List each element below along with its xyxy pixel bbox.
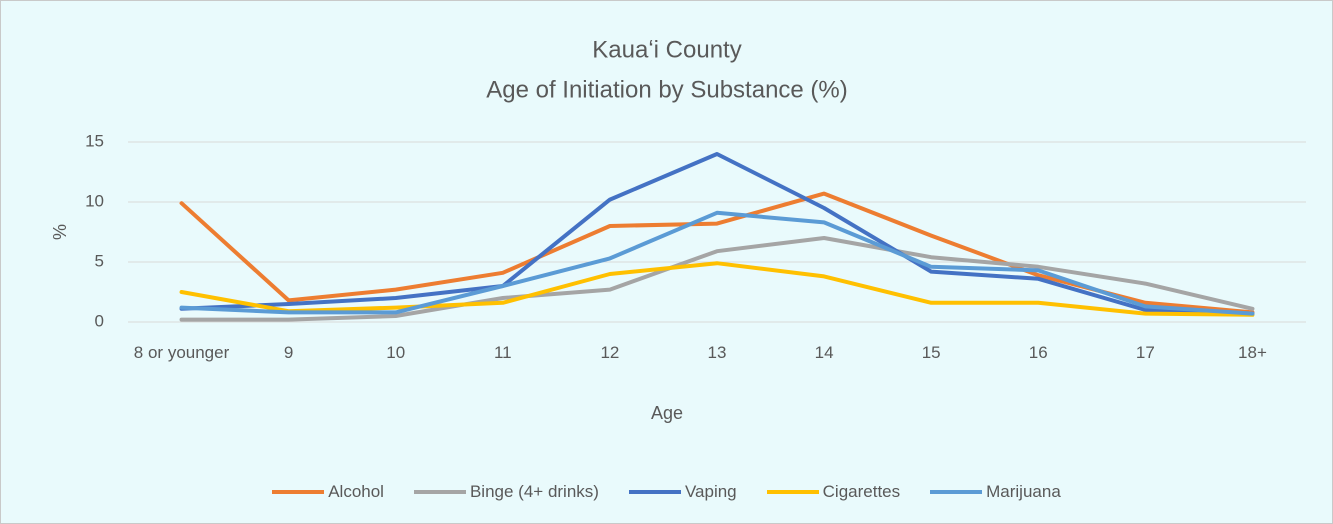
- legend-label: Marijuana: [986, 482, 1061, 501]
- legend-swatch: [272, 490, 325, 494]
- series-line: [179, 236, 1255, 322]
- x-tick-label: 17: [1135, 343, 1155, 362]
- x-tick-label: 18+: [1238, 343, 1267, 362]
- series-line: [179, 152, 1255, 316]
- y-tick-label: 5: [95, 251, 104, 270]
- y-tick-label: 15: [85, 131, 104, 150]
- legend-swatch: [930, 490, 983, 494]
- legend-item: Cigarettes: [766, 482, 901, 502]
- x-tick-label: 12: [600, 343, 620, 362]
- x-tick-label: 8 or younger: [133, 343, 230, 362]
- legend-swatch: [766, 490, 819, 494]
- legend: Alcohol Binge (4+ drinks) Vaping Cigarettes…: [1, 482, 1332, 502]
- chart-subtitle: Age of Initiation by Substance (%): [486, 76, 848, 103]
- legend-label: Alcohol: [328, 482, 384, 501]
- legend-item: Marijuana: [930, 482, 1061, 502]
- legend-item: Binge (4+ drinks): [413, 482, 599, 502]
- x-tick-label: 16: [1028, 343, 1048, 362]
- y-axis-label: %: [50, 224, 70, 240]
- series-line: [179, 261, 1255, 317]
- legend-item: Alcohol: [272, 482, 384, 502]
- series-line: [179, 210, 1255, 316]
- x-tick-label: 15: [921, 343, 941, 362]
- chart-title: Kauaʻi County: [592, 36, 741, 63]
- x-tick-label: 9: [283, 343, 294, 362]
- legend-label: Cigarettes: [822, 482, 901, 501]
- legend-label: Vaping: [684, 482, 737, 501]
- x-axis-label: Age: [651, 403, 683, 423]
- legend-item: Vaping: [628, 482, 737, 502]
- y-tick-label: 10: [85, 191, 104, 210]
- y-tick-label: 0: [95, 311, 104, 330]
- legend-swatch: [413, 490, 466, 494]
- x-tick-label: 13: [707, 343, 727, 362]
- x-tick-label: 14: [814, 343, 834, 362]
- legend-swatch: [628, 490, 681, 494]
- legend-label: Binge (4+ drinks): [469, 482, 599, 501]
- x-tick-label: 10: [386, 343, 406, 362]
- x-tick-label: 11: [493, 343, 512, 362]
